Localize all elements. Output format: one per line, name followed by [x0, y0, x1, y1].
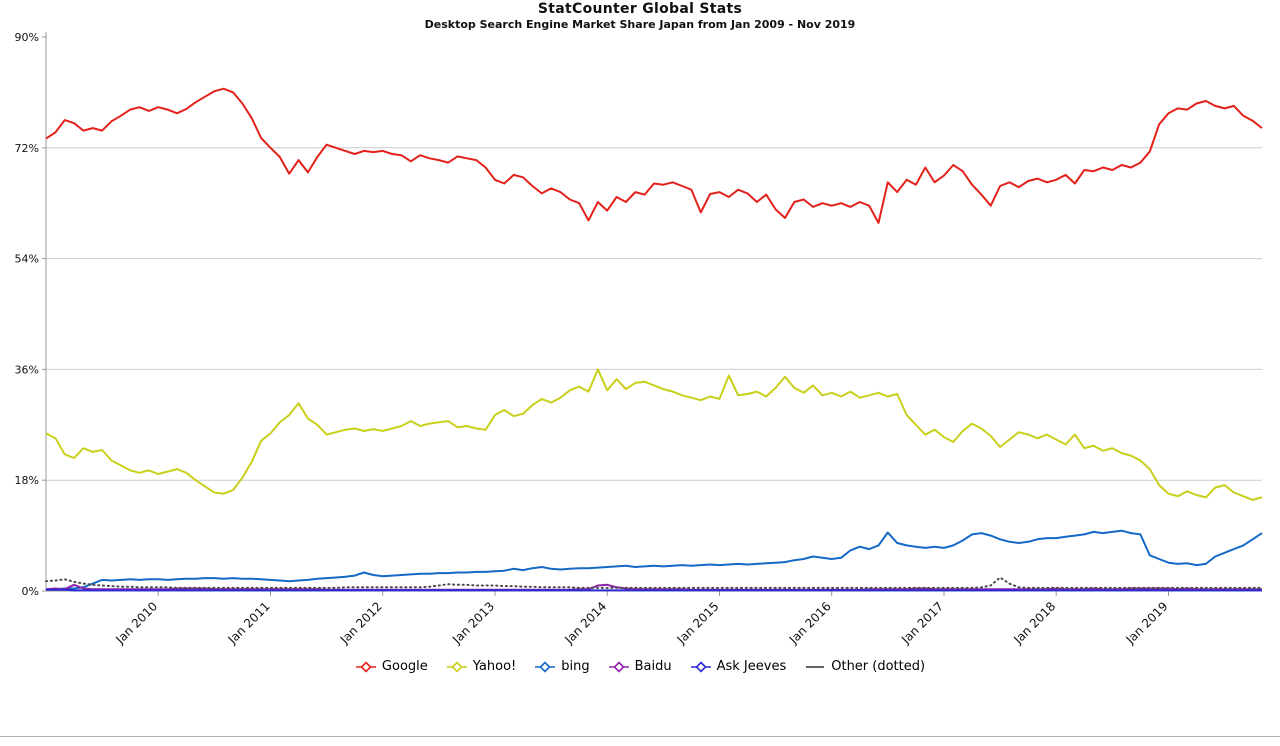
legend-label: Baidu	[634, 659, 672, 674]
y-tick-label: 54%	[15, 253, 39, 266]
x-tick-label: Jan 2019	[1123, 599, 1171, 647]
y-tick-label: 36%	[15, 363, 39, 376]
legend-label: Other (dotted)	[831, 659, 926, 674]
x-tick-label: Jan 2017	[898, 599, 946, 647]
series-line-google	[45, 87, 1263, 224]
legend-label: Ask Jeeves	[716, 659, 787, 674]
series-line-other-dotted	[45, 576, 1263, 589]
y-tick-label: 18%	[15, 474, 39, 487]
legend-diamond-icon	[355, 660, 376, 673]
series-line-baidu	[45, 583, 1262, 591]
x-tick-label: Jan 2016	[786, 599, 834, 647]
legend-diamond-icon	[535, 660, 556, 673]
y-tick-label: 72%	[15, 142, 39, 155]
legend-item-google: Google	[355, 659, 428, 674]
legend-dotted-line-icon	[806, 665, 825, 668]
legend-label: bing	[561, 659, 590, 674]
legend-label: Yahoo!	[472, 659, 517, 674]
legend-item-bing: bing	[534, 659, 590, 674]
legend-label: Google	[381, 659, 428, 674]
legend-item-other-dotted: Other (dotted)	[804, 659, 925, 674]
legend-diamond-icon	[608, 660, 629, 673]
legend-item-ask-jeeves: Ask Jeeves	[690, 659, 787, 674]
x-tick-label: Jan 2015	[674, 599, 722, 647]
y-tick-label: 90%	[15, 31, 39, 44]
series-line-bing	[46, 529, 1263, 591]
x-tick-label: Jan 2014	[561, 599, 609, 647]
x-tick-label: Jan 2011	[225, 599, 273, 647]
series-line-yahoo	[45, 368, 1263, 501]
bottom-divider	[0, 736, 1280, 737]
chart-subtitle: Desktop Search Engine Market Share Japan…	[424, 18, 856, 31]
legend-item-baidu: Baidu	[608, 659, 672, 674]
legend-diamond-icon	[690, 660, 711, 673]
x-tick-label: Jan 2013	[449, 599, 497, 647]
y-tick-label: 0%	[22, 585, 39, 598]
x-tick-label: Jan 2018	[1010, 599, 1058, 647]
chart-title: StatCounter Global Stats	[537, 1, 743, 17]
legend: Google Yahoo! bing Baidu Ask Jeeves Other (do…	[0, 659, 1280, 674]
legend-diamond-icon	[446, 660, 467, 673]
legend-item-yahoo: Yahoo!	[446, 659, 516, 674]
x-tick-label: Jan 2012	[337, 599, 385, 647]
x-tick-label: Jan 2010	[112, 599, 160, 647]
series-line-ask-jeeves	[46, 588, 1262, 592]
